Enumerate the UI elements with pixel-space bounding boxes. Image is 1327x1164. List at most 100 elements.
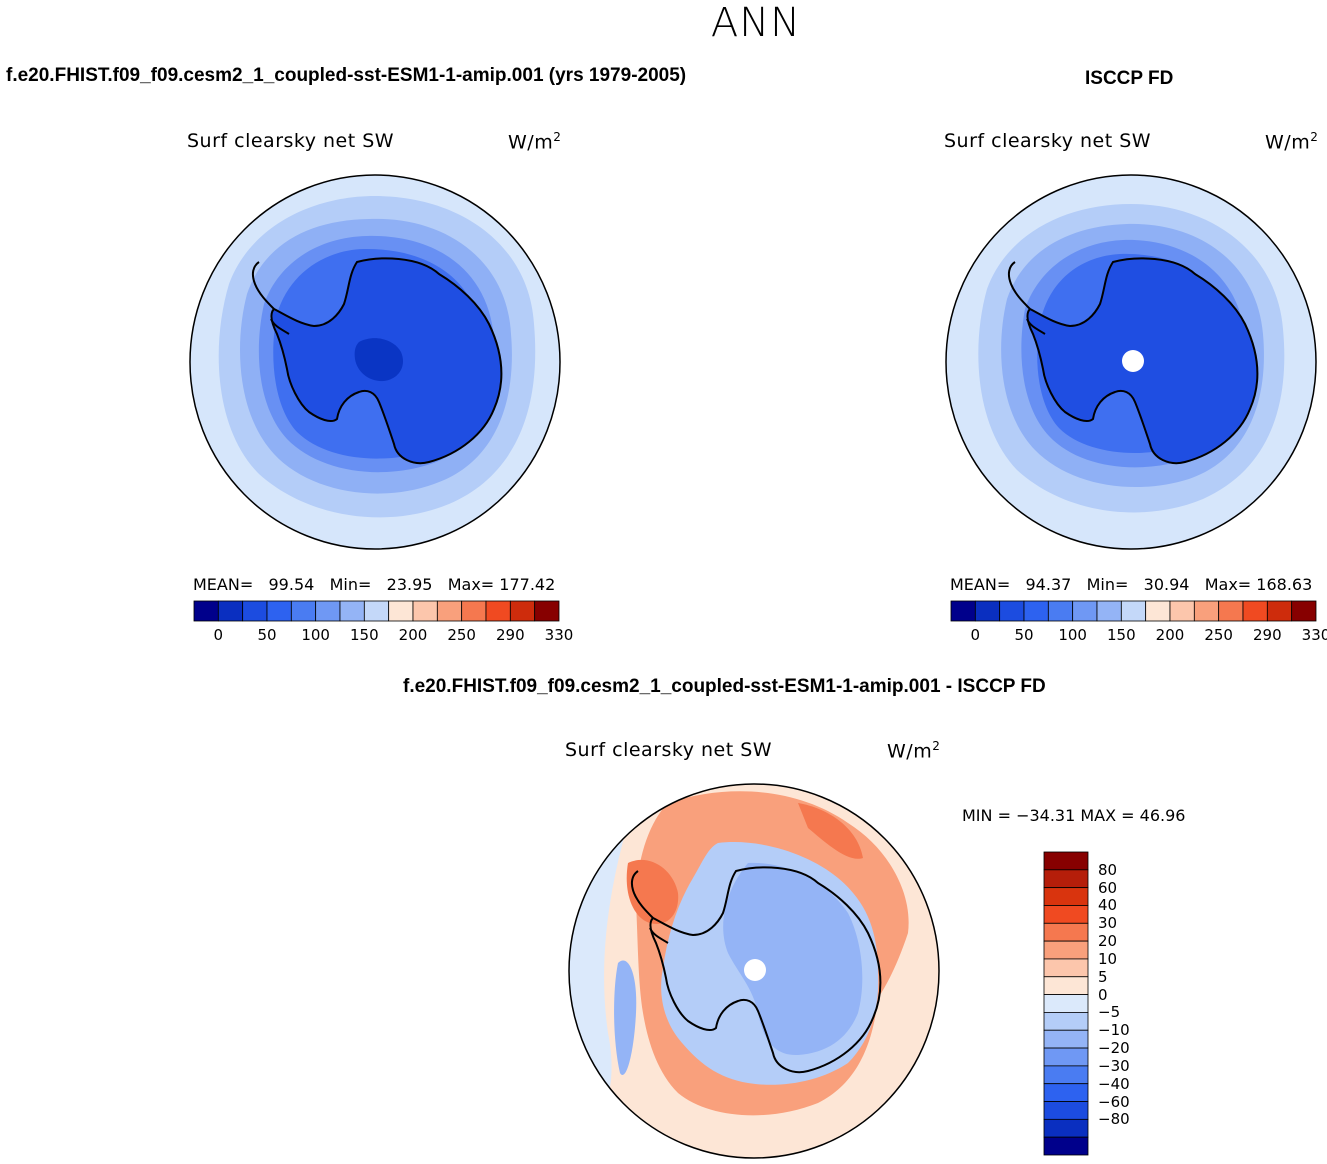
model-core-low xyxy=(354,338,404,382)
model-polar-map xyxy=(189,174,561,550)
obs-colorbar-cell xyxy=(974,600,1001,622)
model-units-label: W/m2 xyxy=(508,130,562,154)
model-colorbar-cell xyxy=(388,600,414,622)
diff-peninsula xyxy=(630,870,669,944)
diff-colorbar-cell xyxy=(1043,1118,1089,1138)
model-colorbar-cell xyxy=(461,600,487,622)
model-peninsula xyxy=(251,261,290,335)
obs-units-label: W/m2 xyxy=(1265,130,1319,154)
diff-colorbar-tick-label: −5 xyxy=(1098,1003,1121,1022)
model-colorbar-tick-label: 330 xyxy=(544,626,574,644)
model-colorbar-cell xyxy=(509,600,536,622)
obs-colorbar-tick-label: 330 xyxy=(1301,626,1327,644)
diff-colorbar-cell xyxy=(1043,922,1089,942)
diff-colorbar-cell xyxy=(1043,958,1089,978)
model-stats: MEAN= 99.54 Min= 23.95 Max= 177.42 xyxy=(193,575,556,594)
model-colorbar-cell xyxy=(339,600,365,622)
obs-variable-label: Surf clearsky net SW xyxy=(944,130,1152,152)
diff-warm-core-nw xyxy=(626,859,679,924)
diff-colorbar-tick-label: 40 xyxy=(1098,896,1118,915)
diff-colorbar-tick-label: 10 xyxy=(1098,949,1118,968)
model-colorbar-cell xyxy=(412,600,438,622)
model-colorbar-cell xyxy=(315,600,341,622)
model-colorbar-cell xyxy=(436,600,463,622)
obs-colorbar-cell xyxy=(1023,600,1049,622)
diff-colorbar-tick-label: −30 xyxy=(1098,1056,1130,1075)
diff-colorbar-cell xyxy=(1043,851,1089,871)
obs-colorbar-cell xyxy=(950,600,976,622)
obs-missing-pole xyxy=(1122,350,1144,372)
diff-colorbar-cell xyxy=(1043,1136,1089,1156)
model-colorbar-ticks: 0 50 100 150 200 250 290 330 xyxy=(194,626,574,646)
model-colorbar-cell xyxy=(534,600,560,622)
diff-colorbar-cell xyxy=(1043,976,1089,995)
obs-peninsula xyxy=(1007,261,1046,335)
obs-colorbar-tick-label: 150 xyxy=(1107,626,1136,644)
model-colorbar-tick-label: 150 xyxy=(350,626,379,644)
diff-colorbar-cell xyxy=(1043,869,1089,889)
obs-colorbar-cell xyxy=(1242,600,1268,622)
obs-colorbar-cell xyxy=(1145,600,1171,622)
obs-colorbar-cell xyxy=(1072,600,1098,622)
model-case-title: f.e20.FHIST.f09_f09.cesm2_1_coupled-sst-… xyxy=(6,65,687,86)
diff-warm-core-ne xyxy=(798,803,863,859)
obs-colorbar-cell xyxy=(1096,600,1122,622)
diff-colorbar xyxy=(1043,851,1089,1156)
obs-colorbar-tick-label: 50 xyxy=(1014,626,1034,644)
model-colorbar-cell xyxy=(363,600,390,622)
diff-colorbar-cell xyxy=(1043,1029,1089,1049)
diff-colorbar-tick-label: 5 xyxy=(1098,967,1108,986)
diff-colorbar-cell xyxy=(1043,1065,1089,1085)
obs-colorbar-tick-label: 290 xyxy=(1253,626,1282,644)
diff-colorbar-tick-label: −40 xyxy=(1098,1074,1130,1093)
diff-cool-west-strip xyxy=(614,960,637,1075)
model-colorbar-tick-label: 50 xyxy=(257,626,277,644)
obs-colorbar-cell xyxy=(1169,600,1195,622)
diff-colorbar-tick-label: 60 xyxy=(1098,878,1118,897)
diff-colorbar-cell xyxy=(1043,1012,1089,1031)
season-title: ANN xyxy=(710,0,802,46)
obs-colorbar-cell xyxy=(1047,600,1074,622)
model-variable-label: Surf clearsky net SW xyxy=(187,130,395,152)
obs-case-title: ISCCP FD xyxy=(1085,68,1174,89)
diff-antarctica xyxy=(649,866,882,1073)
diff-colorbar-tick-label: 30 xyxy=(1098,914,1118,933)
diff-minmax-text: MIN = −34.31 MAX = 46.96 xyxy=(962,806,1186,825)
diff-colorbar-cell xyxy=(1043,994,1089,1013)
model-colorbar-cell xyxy=(242,600,268,622)
obs-stats: MEAN= 94.37 Min= 30.94 Max= 168.63 xyxy=(950,575,1313,594)
obs-colorbar-cell xyxy=(1266,600,1293,622)
diff-colorbar-tick-label: 20 xyxy=(1098,932,1118,951)
obs-colorbar-cell xyxy=(1193,600,1220,622)
model-colorbar-cell xyxy=(290,600,317,622)
diff-colorbar-cell xyxy=(1043,1083,1089,1102)
diff-missing-pole xyxy=(744,959,766,981)
diff-case-title: f.e20.FHIST.f09_f09.cesm2_1_coupled-sst-… xyxy=(403,676,1046,697)
obs-colorbar-cell xyxy=(1120,600,1147,622)
diff-variable-label: Surf clearsky net SW xyxy=(565,739,773,761)
obs-polar-map xyxy=(945,174,1317,550)
diff-polar-map xyxy=(568,783,940,1159)
obs-colorbar-tick-label: 250 xyxy=(1204,626,1233,644)
diff-colorbar-tick-label: 80 xyxy=(1098,860,1118,879)
model-colorbar-tick-label: 100 xyxy=(301,626,330,644)
diff-colorbar-cell xyxy=(1043,940,1089,960)
model-colorbar-cell xyxy=(485,600,511,622)
model-colorbar-tick-label: 290 xyxy=(496,626,525,644)
diff-colorbar-tick-label: −80 xyxy=(1098,1110,1130,1129)
diff-colorbar-tick-label: 0 xyxy=(1098,985,1108,1004)
diff-colorbar-cell xyxy=(1043,1047,1089,1067)
obs-colorbar-cell xyxy=(999,600,1025,622)
obs-colorbar-ticks: 0 50 100 150 200 250 290 330 xyxy=(951,626,1327,646)
diff-colorbar-cell xyxy=(1043,905,1089,924)
diff-colorbar-tick-label: −60 xyxy=(1098,1092,1130,1111)
diff-colorbar-cell xyxy=(1043,887,1089,906)
model-colorbar xyxy=(193,600,560,622)
diff-colorbar-tick-label: −10 xyxy=(1098,1021,1130,1040)
model-colorbar-tick-label: 0 xyxy=(213,626,224,644)
obs-colorbar-tick-label: 0 xyxy=(970,626,981,644)
diff-cool-deep xyxy=(723,862,863,1056)
obs-colorbar-cell xyxy=(1218,600,1244,622)
obs-colorbar-cell xyxy=(1291,600,1317,622)
diff-units-label: W/m2 xyxy=(887,739,941,763)
